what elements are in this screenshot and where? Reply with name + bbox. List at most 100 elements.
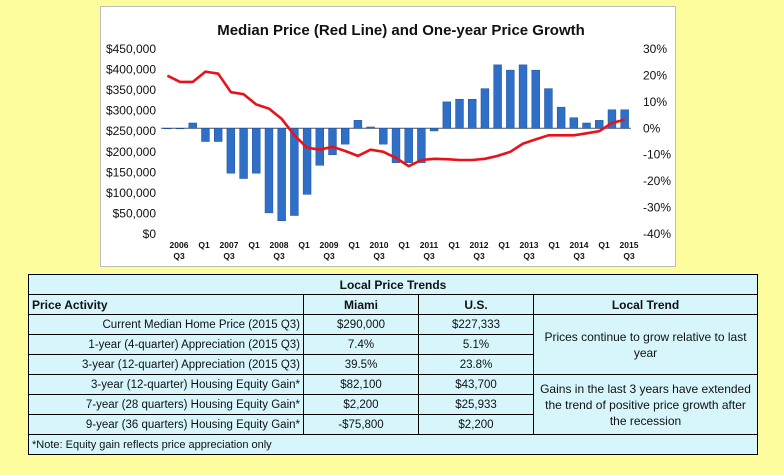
left-tick-label: $100,000: [106, 186, 156, 200]
left-tick-label: $50,000: [113, 206, 157, 220]
row-us: $227,333: [418, 314, 534, 335]
col-header-miami: Miami: [303, 294, 419, 315]
table-row: 3-year (12-quarter) Housing Equity Gain*…: [28, 374, 758, 435]
x-tick-label: Q1: [448, 240, 460, 250]
right-tick-label: -10%: [643, 148, 671, 162]
right-tick-label: 30%: [643, 42, 667, 56]
growth-bar: [290, 128, 299, 216]
row-us: $25,933: [418, 394, 534, 415]
growth-bar: [188, 122, 197, 129]
growth-bar: [480, 88, 490, 129]
right-tick-label: 0%: [643, 121, 661, 135]
row-label: 1-year (4-quarter) Appreciation (2015 Q3…: [28, 334, 304, 355]
x-tick-label: 2014: [570, 240, 589, 250]
growth-bar: [302, 128, 312, 195]
x-tick-label: Q3: [323, 251, 335, 261]
left-tick-label: $400,000: [106, 63, 156, 77]
col-header-local-trend: Local Trend: [533, 294, 758, 315]
chart-panel: Median Price (Red Line) and One-year Pri…: [100, 6, 676, 267]
growth-bar: [252, 128, 261, 174]
row-us: 5.1%: [418, 334, 534, 355]
growth-bar: [366, 126, 375, 129]
row-us: $43,700: [418, 374, 534, 395]
x-tick-label: Q1: [498, 240, 510, 250]
growth-bar: [175, 128, 185, 130]
growth-bar: [620, 109, 629, 129]
row-miami: $290,000: [303, 314, 419, 335]
chart-title: Median Price (Red Line) and One-year Pri…: [217, 22, 585, 39]
growth-bar: [201, 128, 210, 142]
growth-bar: [506, 69, 515, 129]
x-tick-label: 2008: [270, 240, 289, 250]
x-tick-label: 2010: [370, 240, 389, 250]
row-label: Current Median Home Price (2015 Q3): [28, 314, 304, 335]
x-tick-label: 2015: [620, 240, 639, 250]
x-tick-label: Q1: [298, 240, 310, 250]
growth-bar: [595, 120, 604, 129]
x-tick-label: Q1: [248, 240, 260, 250]
growth-bar: [315, 128, 324, 166]
x-tick-label: Q1: [198, 240, 210, 250]
row-miami: -$75,800: [303, 414, 419, 435]
table-row: 1-year (4-quarter) Appreciation (2015 Q3…: [28, 334, 758, 355]
growth-bar: [518, 64, 528, 129]
row-us: 23.8%: [418, 354, 534, 375]
x-tick-label: 2007: [220, 240, 239, 250]
growth-bar: [391, 128, 401, 163]
price-trends-table-wrap: Local Price Trends Price Activity Miami …: [28, 274, 758, 455]
growth-bar: [468, 98, 477, 129]
right-tick-label: 10%: [643, 95, 667, 109]
x-tick-label: Q1: [398, 240, 410, 250]
col-header-us: U.S.: [418, 294, 534, 315]
row-miami: $82,100: [303, 374, 419, 395]
growth-bar: [582, 122, 591, 129]
growth-bar: [417, 128, 426, 163]
x-tick-label: Q1: [348, 240, 360, 250]
growth-bar: [328, 128, 337, 155]
row-label: 7-year (28 quarters) Housing Equity Gain…: [28, 394, 304, 415]
x-tick-label: 2006: [170, 240, 189, 250]
table-row: 3-year (12-quarter) Appreciation (2015 Q…: [28, 354, 758, 375]
right-tick-label: -30%: [643, 201, 671, 215]
growth-bar: [353, 120, 363, 129]
right-tick-label: -20%: [643, 174, 671, 188]
row-label: 3-year (12-quarter) Appreciation (2015 Q…: [28, 354, 304, 375]
row-label: 9-year (36 quarters) Housing Equity Gain…: [28, 414, 304, 435]
left-tick-label: $300,000: [106, 104, 156, 118]
growth-bar: [277, 128, 286, 222]
left-tick-label: $150,000: [106, 165, 156, 179]
x-tick-label: Q1: [598, 240, 610, 250]
x-tick-label: Q3: [473, 251, 485, 261]
x-tick-label: Q3: [173, 251, 185, 261]
growth-bar: [493, 64, 502, 129]
table-row: 9-year (36 quarters) Housing Equity Gain…: [28, 414, 758, 435]
table-row: Current Median Home Price (2015 Q3) $290…: [28, 314, 758, 375]
trend-text-2: Gains in the last 3 years have extended …: [533, 374, 758, 435]
row-label: 3-year (12-quarter) Housing Equity Gain*: [28, 374, 304, 395]
trend-text-1: Prices continue to grow relative to last…: [533, 314, 758, 375]
x-tick-label: 2011: [420, 240, 439, 250]
growth-bar: [569, 117, 579, 129]
x-tick-label: Q3: [273, 251, 285, 261]
left-tick-label: $0: [143, 227, 157, 241]
growth-bar: [379, 128, 388, 145]
left-tick-label: $350,000: [106, 83, 156, 97]
growth-bar: [213, 128, 223, 142]
growth-bar: [163, 128, 172, 130]
growth-bar: [429, 128, 439, 132]
right-tick-label: -40%: [643, 227, 671, 241]
growth-bar: [531, 69, 540, 129]
median-price-line: [166, 70, 625, 168]
x-tick-label: Q1: [548, 240, 560, 250]
row-miami: 7.4%: [303, 334, 419, 355]
left-tick-label: $450,000: [106, 42, 156, 56]
x-tick-label: Q3: [223, 251, 235, 261]
growth-bar: [264, 128, 274, 214]
x-tick-label: 2013: [520, 240, 539, 250]
x-tick-label: 2012: [470, 240, 489, 250]
price-trends-table: Local Price Trends Price Activity Miami …: [28, 274, 758, 455]
col-header-activity: Price Activity: [28, 294, 304, 315]
growth-bar: [556, 106, 566, 129]
growth-bar: [226, 128, 236, 174]
left-tick-label: $250,000: [106, 124, 156, 138]
